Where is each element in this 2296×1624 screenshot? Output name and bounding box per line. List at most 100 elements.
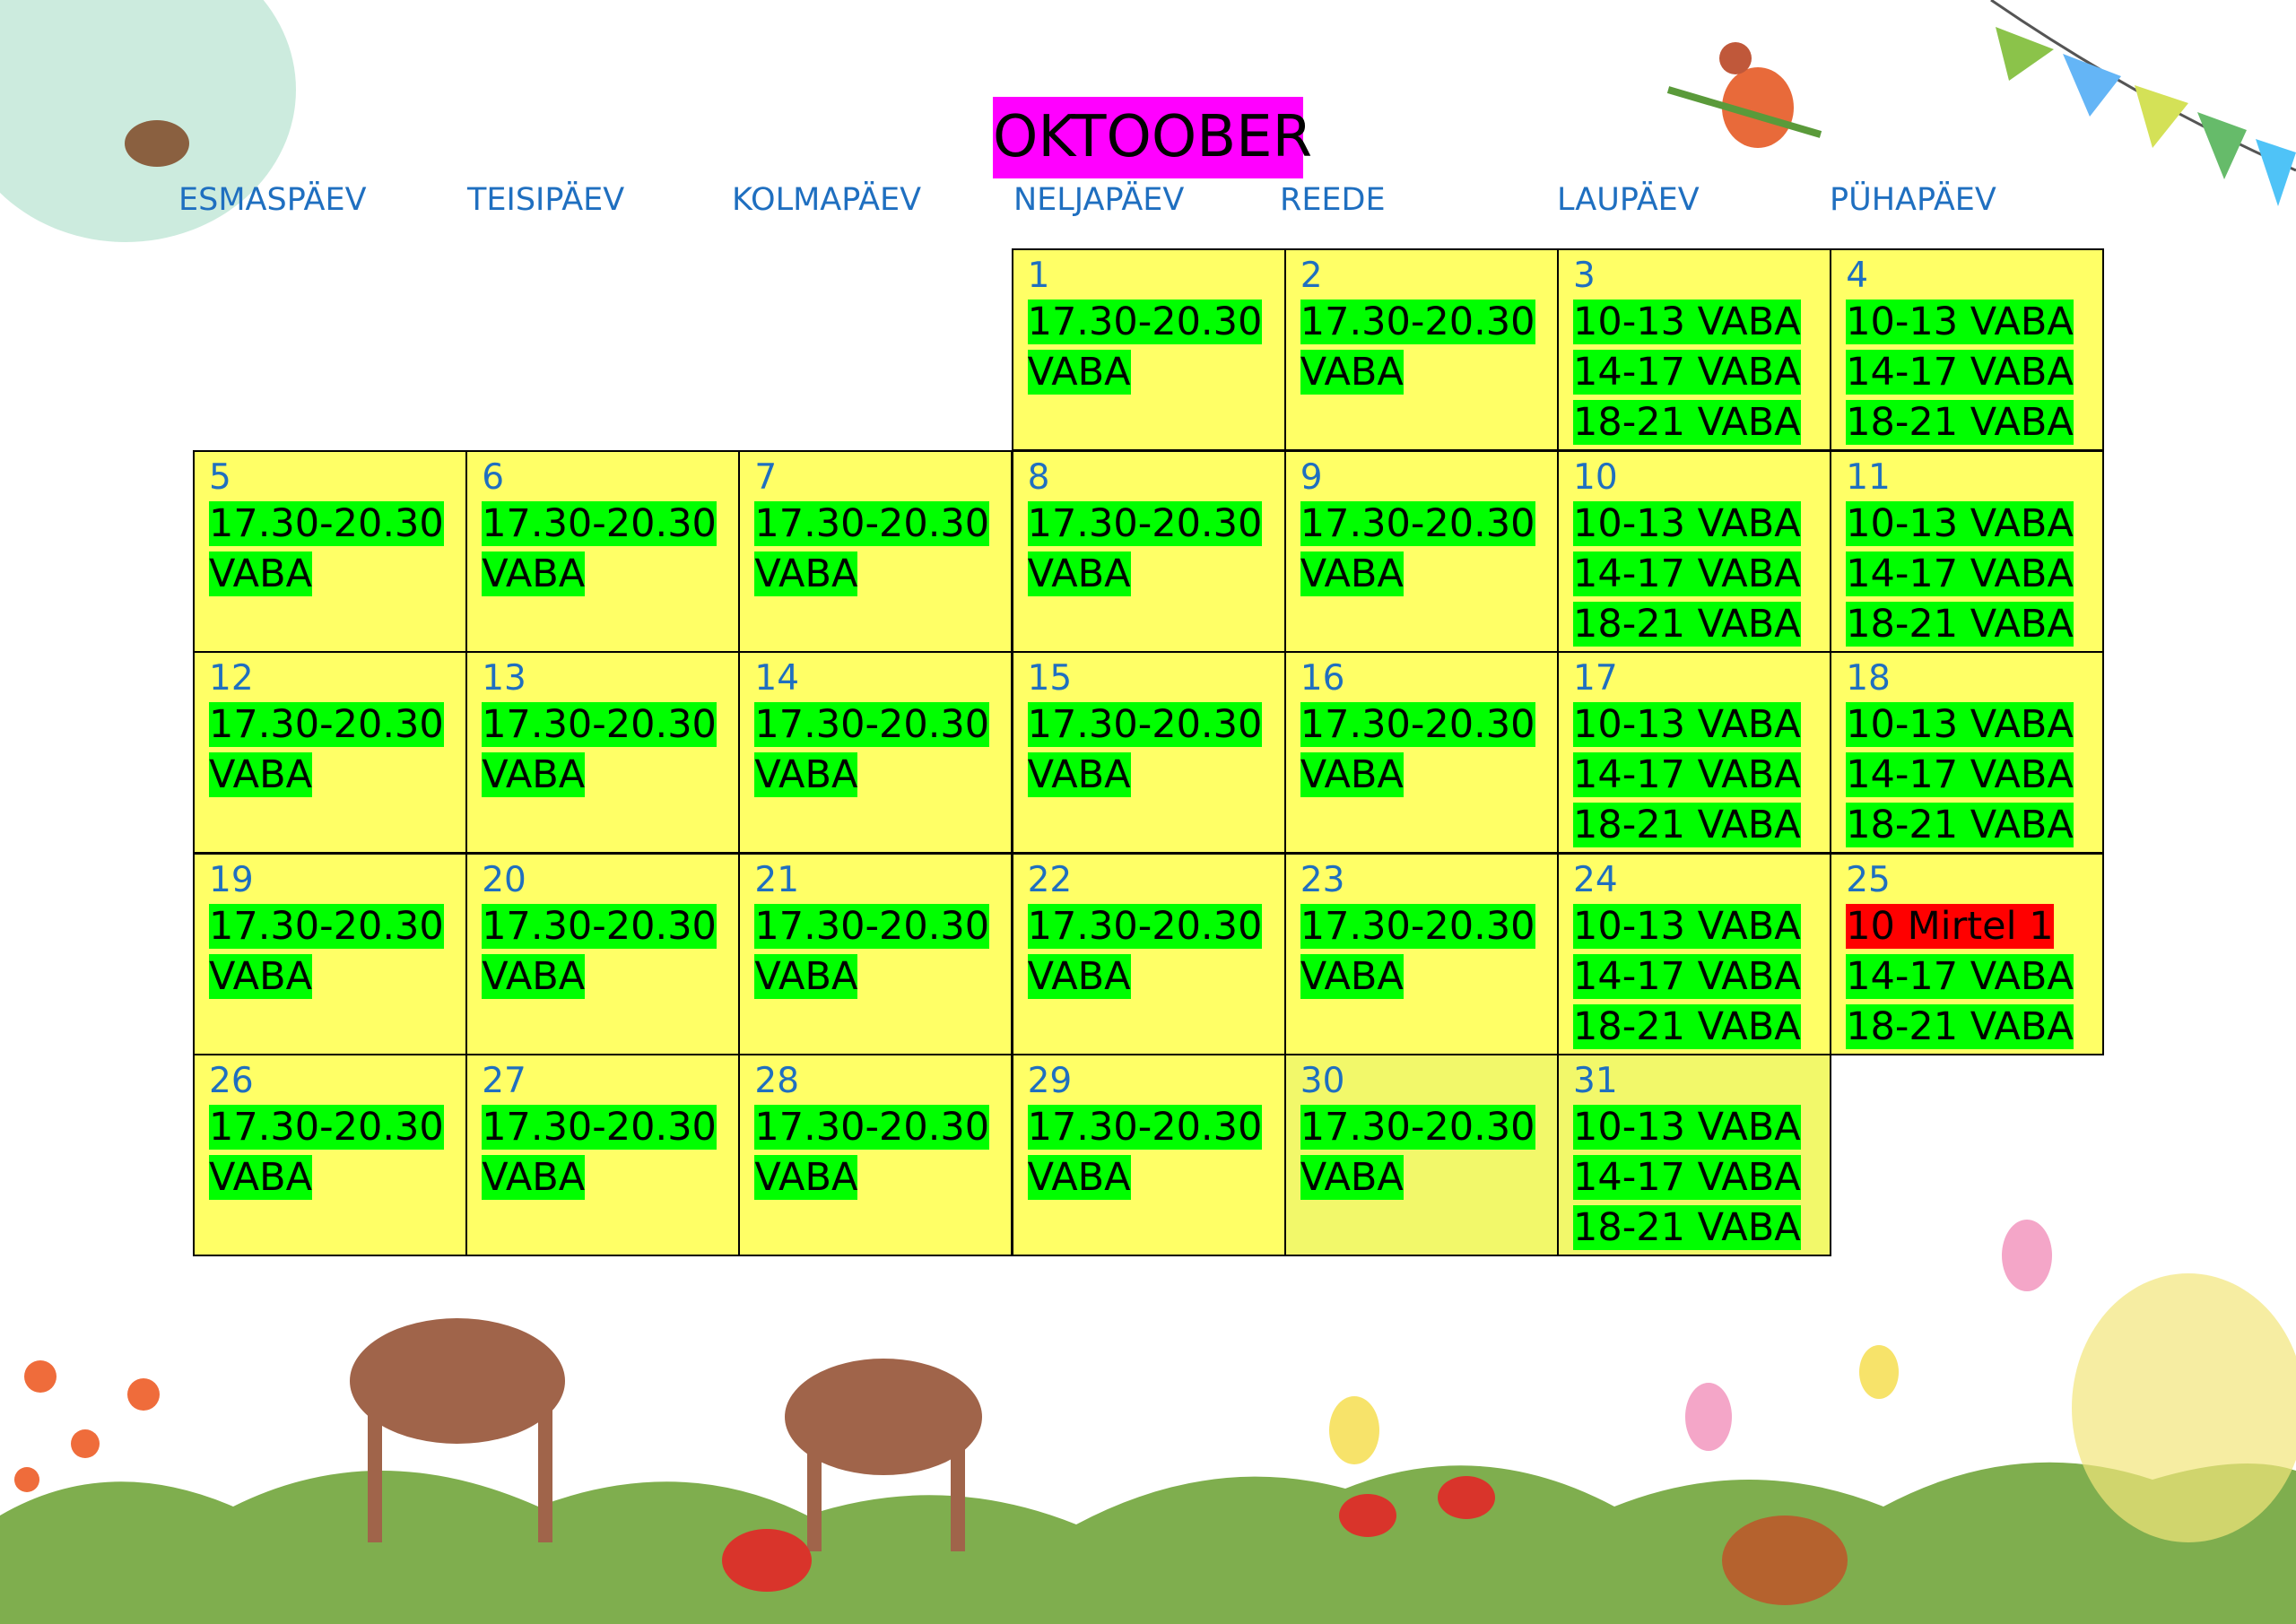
day-number: 12 — [209, 658, 254, 699]
slot-text: 17.30-20.30 — [482, 500, 717, 546]
slot-line: 17.30-20.30 — [1027, 297, 1284, 347]
slot-line: VABA — [482, 1152, 738, 1203]
day-cell: 20 17.30-20.30 VABA — [465, 852, 741, 1055]
day-cell: 2 17.30-20.30 VABA — [1283, 248, 1559, 451]
weekday-label: ESMASPÄEV — [178, 182, 367, 218]
slot-text: VABA — [1027, 1155, 1131, 1200]
day-number: 13 — [482, 658, 526, 699]
squirrel — [1722, 1515, 1848, 1605]
day-number: 30 — [1300, 1061, 1345, 1101]
slot-text: 14-17 VABA — [1573, 551, 1801, 596]
day-number: 27 — [482, 1061, 526, 1101]
day-number: 9 — [1300, 456, 1323, 498]
slot-text: 10 Mirtel 1 — [1846, 903, 2054, 949]
slot-line: 17.30-20.30 — [1300, 699, 1557, 750]
slot-line: 17.30-20.30 — [209, 699, 465, 750]
slot-line: 18-21 VABA — [1573, 1203, 1830, 1253]
slot-line: 10-13 VABA — [1573, 699, 1830, 750]
slot-text: VABA — [482, 1155, 586, 1200]
day-cell: 11 10-13 VABA 14-17 VABA 18-21 VABA — [1830, 449, 2105, 653]
slot-text: 18-21 VABA — [1846, 803, 2074, 847]
slot-text: 17.30-20.30 — [482, 903, 717, 949]
slot-line: VABA — [1027, 951, 1284, 1002]
slot-line: VABA — [1027, 1152, 1284, 1203]
slot-text: 17.30-20.30 — [1300, 300, 1535, 344]
slot-line: 18-21 VABA — [1846, 800, 2102, 850]
slot-line: 10-13 VABA — [1846, 499, 2102, 549]
slot-line: 17.30-20.30 — [1027, 1102, 1284, 1152]
slot-text: VABA — [1300, 551, 1404, 596]
day-cell: 27 17.30-20.30 VABA — [465, 1054, 741, 1256]
slot-line: 10-13 VABA — [1846, 297, 2102, 347]
day-number: 4 — [1846, 256, 1869, 296]
slot-text: VABA — [1300, 350, 1404, 395]
day-number: 23 — [1300, 859, 1345, 900]
slot-line: VABA — [1027, 347, 1284, 397]
slot-line: VABA — [1300, 750, 1557, 800]
slot-line: 14-17 VABA — [1573, 1152, 1830, 1203]
slot-text: 17.30-20.30 — [754, 1105, 990, 1150]
day-number: 26 — [209, 1061, 254, 1101]
slot-text: 14-17 VABA — [1573, 350, 1801, 395]
day-cell: 28 17.30-20.30 VABA — [738, 1054, 1013, 1256]
day-number: 24 — [1573, 859, 1618, 900]
slot-text: VABA — [482, 953, 586, 999]
slot-line: 17.30-20.30 — [754, 901, 1011, 951]
weekday-label: TEISIPÄEV — [467, 182, 625, 218]
slot-line: 17.30-20.30 — [482, 499, 738, 549]
slot-text: VABA — [209, 1155, 312, 1200]
slot-line: VABA — [209, 951, 465, 1002]
slot-text: VABA — [1027, 953, 1131, 999]
slot-line: VABA — [482, 951, 738, 1002]
day-cell: 25 10 Mirtel 1 14-17 VABA 18-21 VABA — [1830, 852, 2105, 1055]
slot-text: VABA — [754, 953, 858, 999]
slot-text: 10-13 VABA — [1573, 500, 1801, 546]
day-number: 25 — [1846, 859, 1891, 900]
slot-line: VABA — [754, 1152, 1011, 1203]
bunting — [1990, 0, 2296, 206]
weekday-label: NELJAPÄEV — [1013, 182, 1185, 218]
slot-text: 17.30-20.30 — [482, 702, 717, 747]
slot-text: 17.30-20.30 — [1027, 300, 1263, 344]
slot-line: 18-21 VABA — [1846, 599, 2102, 649]
slot-text: 17.30-20.30 — [1027, 1105, 1263, 1150]
day-cell: 15 17.30-20.30 VABA — [1011, 651, 1286, 854]
slot-line: 17.30-20.30 — [1027, 699, 1284, 750]
day-cell: 1 17.30-20.30 VABA — [1011, 248, 1286, 451]
slot-line: 14-17 VABA — [1573, 951, 1830, 1002]
day-number: 29 — [1027, 1061, 1073, 1101]
slot-line: 17.30-20.30 — [209, 1102, 465, 1152]
butterflies — [1329, 1220, 2052, 1464]
slot-line: VABA — [754, 951, 1011, 1002]
slot-line: VABA — [1300, 951, 1557, 1002]
slot-line: 10-13 VABA — [1846, 699, 2102, 750]
slot-text: VABA — [1027, 752, 1131, 797]
day-number: 7 — [754, 456, 778, 498]
slot-line: 17.30-20.30 — [1300, 1102, 1557, 1152]
slot-text: 10-13 VABA — [1846, 300, 2074, 344]
slot-text: VABA — [754, 752, 858, 797]
fairy — [1666, 42, 1822, 148]
slot-line: 18-21 VABA — [1573, 599, 1830, 649]
slot-text: VABA — [209, 953, 312, 999]
slot-line: 10-13 VABA — [1573, 901, 1830, 951]
slot-line: 14-17 VABA — [1846, 347, 2102, 397]
slot-line: VABA — [482, 750, 738, 800]
slot-line: VABA — [1027, 750, 1284, 800]
slot-line: 18-21 VABA — [1846, 397, 2102, 447]
slot-line: VABA — [754, 750, 1011, 800]
day-number: 14 — [754, 658, 800, 699]
slot-text: 14-17 VABA — [1573, 953, 1801, 999]
slot-text: 17.30-20.30 — [209, 702, 444, 747]
day-cell: 16 17.30-20.30 VABA — [1283, 651, 1559, 854]
day-number: 19 — [209, 859, 254, 900]
slot-line: 14-17 VABA — [1573, 750, 1830, 800]
slot-text: 17.30-20.30 — [754, 903, 990, 949]
slot-line: VABA — [1300, 549, 1557, 599]
slot-text: VABA — [1300, 953, 1404, 999]
day-cell: 5 17.30-20.30 VABA — [193, 449, 467, 653]
grass-hills — [0, 1462, 2296, 1624]
deer — [350, 1318, 982, 1551]
slot-text: VABA — [482, 551, 586, 596]
